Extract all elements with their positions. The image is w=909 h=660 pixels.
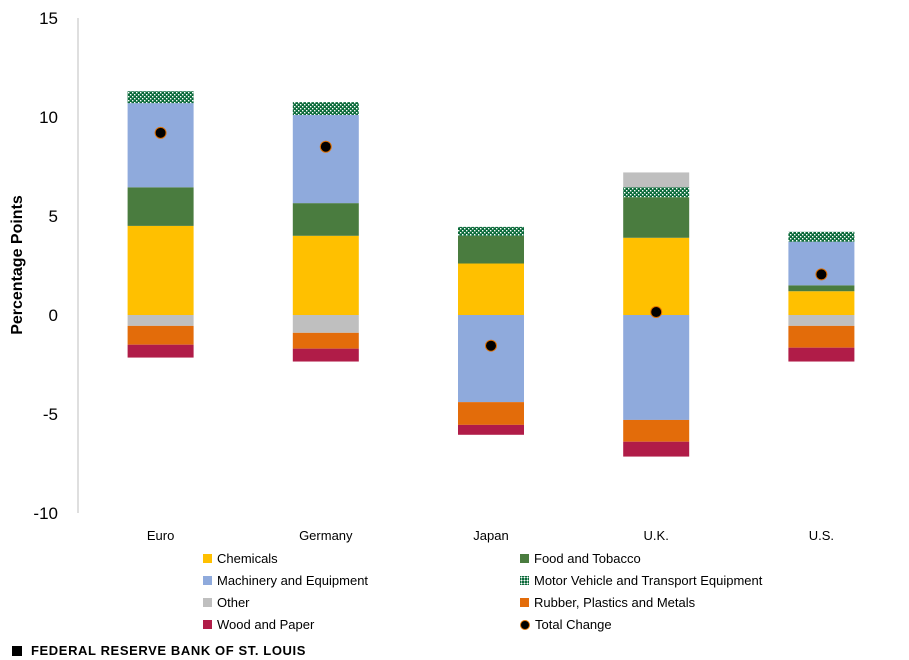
bar-segment-u-s-rubber-plastics-and-metals xyxy=(788,325,855,348)
x-category-label-japan: Japan xyxy=(473,528,508,543)
y-tick-label: -10 xyxy=(33,504,58,523)
legend-item-wood-and-paper: Wood and Paper xyxy=(203,617,314,632)
bar-segment-u-s-motor-vehicle-and-transport-equipment xyxy=(788,231,855,242)
total-change-marker-japan xyxy=(485,339,497,352)
bar-segment-u-k-chemicals xyxy=(623,237,690,315)
bar-segment-japan-wood-and-paper xyxy=(458,424,524,435)
bar-segment-u-k-motor-vehicle-and-transport-equipment xyxy=(623,187,690,198)
total-change-marker-u-s xyxy=(815,268,828,281)
legend-label: Chemicals xyxy=(217,551,278,566)
legend-item-other: Other xyxy=(203,595,250,610)
stacked-bar-chart: 15 10 5 0 -5 -10 Euro Germany Japan U.K. U.S. Perc… xyxy=(9,9,855,543)
total-change-marker-euro xyxy=(154,126,167,139)
legend-label: Total Change xyxy=(535,617,612,632)
legend-item-food-and-tobacco: Food and Tobacco xyxy=(520,551,641,566)
y-tick-label: 15 xyxy=(39,9,58,28)
bar-segment-euro-food-and-tobacco xyxy=(127,187,194,226)
bar-segment-germany-wood-and-paper xyxy=(292,348,359,362)
y-axis-title: Percentage Points xyxy=(9,195,26,335)
bar-segment-euro-wood-and-paper xyxy=(127,344,194,358)
bar-segment-u-k-machinery-and-equipment xyxy=(623,315,690,420)
bar-segment-euro-motor-vehicle-and-transport-equipment xyxy=(127,91,194,104)
bar-segment-germany-chemicals xyxy=(292,235,359,315)
bar-segment-u-s-wood-and-paper xyxy=(788,347,855,362)
footer: FEDERAL RESERVE BANK OF ST. LOUIS xyxy=(12,643,306,658)
legend-label: Wood and Paper xyxy=(217,617,315,632)
legend-label: Rubber, Plastics and Metals xyxy=(534,595,696,610)
bar-segment-japan-chemicals xyxy=(458,263,524,315)
y-tick-label: -5 xyxy=(43,405,58,424)
bar-segment-euro-chemicals xyxy=(127,225,194,315)
legend-label: Machinery and Equipment xyxy=(217,573,369,588)
bar-segment-germany-other xyxy=(292,315,359,333)
legend-swatch-chemicals xyxy=(203,554,212,563)
legend-swatch-rubber xyxy=(520,598,529,607)
bar-segment-japan-motor-vehicle-and-transport-equipment xyxy=(458,226,524,236)
footer-logo-square xyxy=(12,645,22,656)
bar-segment-u-k-rubber-plastics-and-metals xyxy=(623,419,690,442)
legend-swatch-motor-vehicle xyxy=(520,576,529,585)
y-tick-label: 5 xyxy=(49,207,58,226)
legend-item-machinery: Machinery and Equipment xyxy=(203,573,368,588)
bar-segment-germany-motor-vehicle-and-transport-equipment xyxy=(292,102,359,116)
total-change-marker-u-k xyxy=(650,306,663,319)
bar-segment-u-s-other xyxy=(788,315,855,326)
x-category-label-germany: Germany xyxy=(299,528,353,543)
legend-item-motor-vehicle: Motor Vehicle and Transport Equipment xyxy=(520,573,762,588)
bar-segment-japan-machinery-and-equipment xyxy=(458,315,524,403)
y-tick-label: 0 xyxy=(49,306,58,325)
bar-segment-germany-rubber-plastics-and-metals xyxy=(292,332,359,349)
bar-segment-euro-rubber-plastics-and-metals xyxy=(127,325,194,345)
legend-item-rubber: Rubber, Plastics and Metals xyxy=(520,595,695,610)
legend-swatch-wood-and-paper xyxy=(203,620,212,629)
legend-swatch-other xyxy=(203,598,212,607)
bar-segment-japan-food-and-tobacco xyxy=(458,235,524,264)
legend-item-chemicals: Chemicals xyxy=(203,551,278,566)
bar-segment-u-k-food-and-tobacco xyxy=(623,197,690,238)
legend-label: Motor Vehicle and Transport Equipment xyxy=(534,573,763,588)
bar-segment-u-s-food-and-tobacco xyxy=(788,285,855,292)
legend-swatch-food-and-tobacco xyxy=(520,554,529,563)
bar-segment-u-k-other xyxy=(623,172,690,188)
bar-segment-euro-machinery-and-equipment xyxy=(127,103,194,188)
bar-segment-germany-food-and-tobacco xyxy=(292,203,359,236)
bar-segment-u-s-chemicals xyxy=(788,291,855,315)
legend-label: Food and Tobacco xyxy=(534,551,641,566)
legend-item-total-change: Total Change xyxy=(520,617,612,632)
legend-label: Other xyxy=(217,595,250,610)
bar-segment-euro-other xyxy=(127,315,194,326)
bar-segment-u-k-wood-and-paper xyxy=(623,441,690,457)
y-tick-label: 10 xyxy=(39,108,58,127)
x-category-label-u-s: U.S. xyxy=(809,528,834,543)
legend-swatch-machinery xyxy=(203,576,212,585)
total-change-marker-germany xyxy=(319,140,332,153)
x-category-label-u-k: U.K. xyxy=(644,528,669,543)
x-category-label-euro: Euro xyxy=(147,528,174,543)
bar-segment-germany-machinery-and-equipment xyxy=(292,115,359,204)
footer-text: FEDERAL RESERVE BANK OF ST. LOUIS xyxy=(31,643,307,658)
bar-segment-japan-rubber-plastics-and-metals xyxy=(458,402,524,425)
legend-dot-total-change xyxy=(520,619,530,630)
